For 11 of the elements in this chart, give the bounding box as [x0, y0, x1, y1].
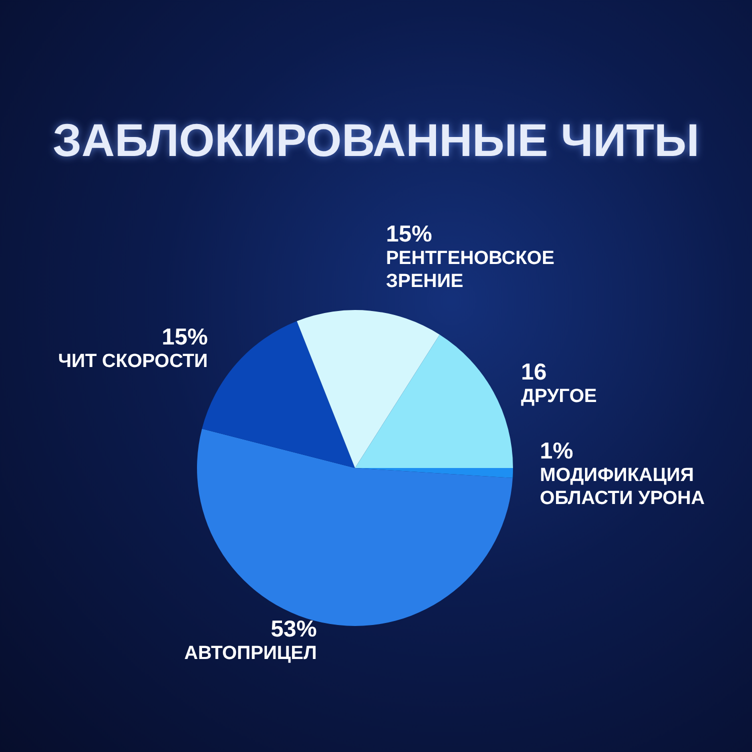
slice-label: ЧИТ СКОРОСТИ — [58, 350, 208, 372]
data-label: 1% — [540, 437, 574, 464]
data-label: 16 — [521, 358, 547, 384]
data-label: 15% — [386, 220, 432, 246]
slice-label: АВТОПРИЦЕЛ — [184, 642, 317, 664]
slice-label: МОДИФИКАЦИЯ ОБЛАСТИ УРОНА — [540, 464, 705, 509]
slice-label: ДРУГОЕ — [521, 386, 597, 407]
slice-label: РЕНТГЕНОВСКОЕ ЗРЕНИЕ — [386, 248, 554, 292]
data-label: 15% — [162, 323, 208, 350]
data-label: 53% — [270, 615, 317, 642]
chart-title: ЗАБЛОКИРОВАННЫЕ ЧИТЫ — [52, 114, 700, 166]
